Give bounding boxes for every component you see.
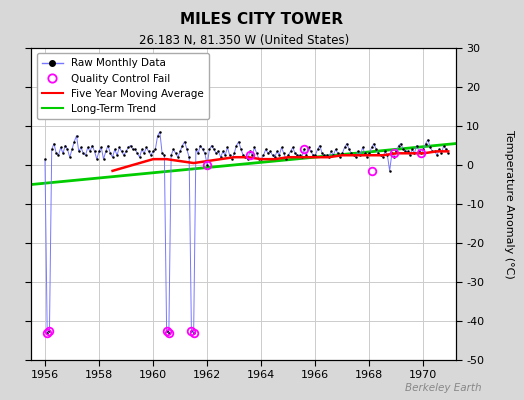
Title: 26.183 N, 81.350 W (United States): 26.183 N, 81.350 W (United States) [138, 34, 349, 47]
Text: MILES CITY TOWER: MILES CITY TOWER [180, 12, 344, 27]
Y-axis label: Temperature Anomaly (°C): Temperature Anomaly (°C) [504, 130, 514, 278]
Text: Berkeley Earth: Berkeley Earth [406, 383, 482, 393]
Legend: Raw Monthly Data, Quality Control Fail, Five Year Moving Average, Long-Term Tren: Raw Monthly Data, Quality Control Fail, … [37, 53, 209, 119]
